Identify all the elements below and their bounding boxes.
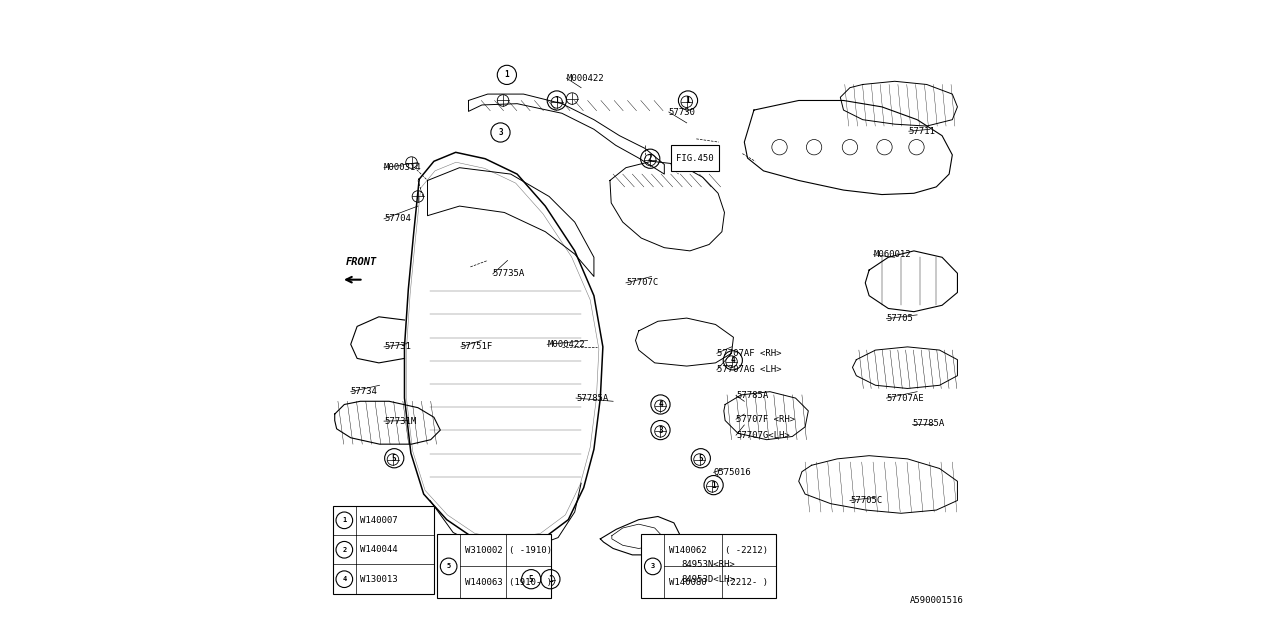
- Text: W140063: W140063: [465, 578, 502, 587]
- Text: W140044: W140044: [361, 545, 398, 554]
- Text: 57785A: 57785A: [736, 391, 768, 400]
- Text: 5: 5: [392, 454, 397, 463]
- Text: 57731M: 57731M: [384, 417, 416, 426]
- Bar: [671, 145, 719, 171]
- Text: M060012: M060012: [874, 250, 911, 259]
- Text: 1: 1: [686, 96, 690, 105]
- Text: 1: 1: [504, 70, 509, 79]
- Text: 57707C: 57707C: [626, 278, 658, 287]
- Text: 57707AG <LH>: 57707AG <LH>: [717, 365, 781, 374]
- Text: 1: 1: [712, 481, 716, 490]
- Text: 3: 3: [658, 426, 663, 435]
- Text: 1: 1: [554, 96, 559, 105]
- Text: 4: 4: [342, 576, 347, 582]
- Text: 4: 4: [658, 400, 663, 409]
- Text: Q575016: Q575016: [714, 468, 751, 477]
- Text: M000422: M000422: [566, 74, 604, 83]
- Text: 57735A: 57735A: [493, 269, 525, 278]
- Text: (1910- ): (1910- ): [508, 578, 552, 587]
- Text: W130013: W130013: [361, 575, 398, 584]
- Text: W140062: W140062: [668, 546, 707, 555]
- Text: 57730: 57730: [668, 108, 695, 116]
- Text: 5: 5: [447, 563, 451, 570]
- Text: M000314: M000314: [384, 163, 421, 172]
- Text: 57704: 57704: [384, 214, 411, 223]
- Text: 2: 2: [342, 547, 347, 553]
- Text: 57731: 57731: [384, 342, 411, 351]
- Text: ( -1910): ( -1910): [508, 546, 552, 555]
- Text: ( -2212): ( -2212): [726, 546, 768, 555]
- Text: 3: 3: [650, 563, 655, 570]
- Text: M000422: M000422: [548, 340, 585, 349]
- Text: 4: 4: [731, 356, 735, 365]
- Text: 84953N<RH>: 84953N<RH>: [681, 560, 735, 569]
- Text: FIG.450: FIG.450: [676, 154, 714, 163]
- Text: 5: 5: [699, 454, 703, 463]
- Text: W140007: W140007: [361, 516, 398, 525]
- Text: W140080: W140080: [668, 578, 707, 587]
- Text: 1: 1: [342, 517, 347, 524]
- Text: 57785A: 57785A: [911, 419, 945, 428]
- Text: 57734: 57734: [351, 387, 378, 396]
- Text: 57705C: 57705C: [850, 496, 882, 505]
- Text: 57707AE: 57707AE: [886, 394, 924, 403]
- Bar: [438, 534, 550, 598]
- Text: FRONT: FRONT: [346, 257, 376, 267]
- Text: 2: 2: [648, 154, 653, 163]
- Bar: [641, 534, 776, 598]
- Text: W310002: W310002: [465, 546, 502, 555]
- Text: (2212- ): (2212- ): [726, 578, 768, 587]
- Bar: [333, 506, 434, 594]
- Text: 57707AF <RH>: 57707AF <RH>: [717, 349, 781, 358]
- Text: 57705: 57705: [886, 314, 913, 323]
- Text: 57751F: 57751F: [461, 342, 493, 351]
- Text: 5: 5: [529, 575, 534, 584]
- Text: 3: 3: [498, 128, 503, 137]
- Text: 57785A: 57785A: [576, 394, 608, 403]
- Text: 57711: 57711: [909, 127, 936, 136]
- Text: A590001516: A590001516: [910, 596, 964, 605]
- Text: 1: 1: [548, 575, 553, 584]
- Text: 57707G<LH>: 57707G<LH>: [736, 431, 790, 440]
- Text: 57707F <RH>: 57707F <RH>: [736, 415, 795, 424]
- Text: 84953D<LH>: 84953D<LH>: [681, 575, 735, 584]
